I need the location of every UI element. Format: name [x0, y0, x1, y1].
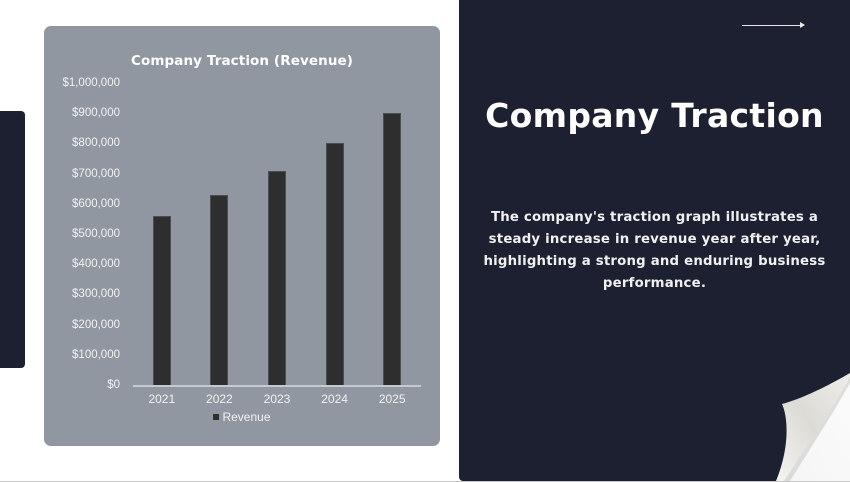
chart-legend: Revenue	[44, 410, 440, 424]
x-axis-line	[133, 385, 421, 387]
page-curl-icon	[776, 373, 850, 481]
bar-2024	[325, 143, 344, 385]
bar-2023	[268, 170, 286, 385]
y-tick-label: $500,000	[72, 228, 120, 240]
y-tick-label: $400,000	[72, 258, 120, 271]
y-tick-label: $1,000,000	[62, 77, 120, 89]
bar-2022	[210, 194, 229, 385]
x-tick-label: 2024	[321, 392, 348, 406]
y-tick-label: $900,000	[72, 107, 120, 120]
slide-description: The company's traction graph illustrates…	[483, 210, 826, 291]
title-panel: Company Traction The company's traction …	[459, 0, 850, 481]
y-tick-label: $600,000	[72, 197, 120, 210]
x-tick-label: 2021	[148, 392, 176, 406]
bar-2021	[152, 215, 171, 385]
legend-swatch-icon	[213, 413, 220, 420]
y-tick-label: $800,000	[72, 137, 120, 150]
y-tick-label: $700,000	[72, 167, 120, 180]
chart-title: Company Traction (Revenue)	[130, 53, 354, 69]
y-tick-label: $200,000	[72, 318, 120, 331]
y-tick-label: $0	[107, 379, 120, 391]
y-tick-label: $300,000	[72, 288, 120, 301]
x-tick-label: 2022	[206, 392, 233, 406]
previous-slide-edge	[0, 111, 25, 368]
slide-title: Company Traction	[485, 96, 824, 135]
x-tick-label: 2023	[263, 392, 291, 406]
x-tick-label: 2025	[378, 392, 406, 406]
revenue-chart-card: Company Traction (Revenue) $1,000,000 $90…	[44, 26, 440, 446]
arrow-right-icon	[742, 22, 805, 28]
legend-label: Revenue	[222, 410, 271, 424]
bar-2025	[383, 113, 402, 385]
y-tick-label: $100,000	[72, 348, 120, 361]
